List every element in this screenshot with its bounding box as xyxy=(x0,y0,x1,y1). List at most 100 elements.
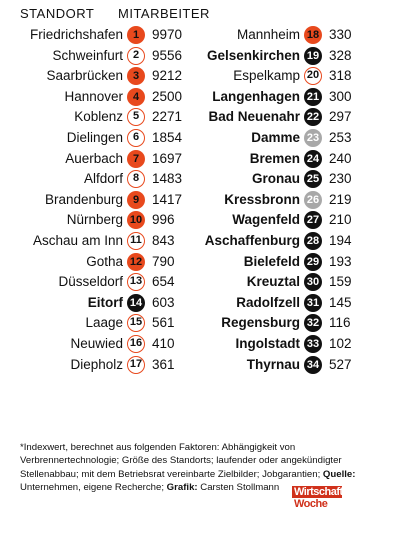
rank-badge: 6 xyxy=(127,129,145,147)
logo: Wirtschafts Woche xyxy=(292,486,349,510)
employee-count: 219 xyxy=(329,191,352,207)
employee-count: 194 xyxy=(329,233,352,248)
location-name: Dielingen xyxy=(66,130,123,145)
location-name: Diepholz xyxy=(70,356,123,372)
rank-badge: 3 xyxy=(127,67,145,86)
rank-badge: 11 xyxy=(127,232,145,250)
rank-badge: 17 xyxy=(127,355,145,374)
employee-count: 9212 xyxy=(152,68,183,84)
employee-count: 159 xyxy=(329,274,352,290)
employee-count: 1697 xyxy=(152,150,183,166)
employee-count: 561 xyxy=(152,315,175,331)
rank-badge: 25 xyxy=(304,170,322,189)
location-name: Thyrnau xyxy=(246,356,300,372)
location-name: Langenhagen xyxy=(212,88,300,104)
employee-count: 240 xyxy=(329,150,352,166)
location-name: Gronau xyxy=(251,171,300,187)
rank-badge: 24 xyxy=(304,149,322,168)
employee-count: 843 xyxy=(152,233,175,248)
location-name: Gotha xyxy=(86,253,123,269)
location-name: Espelkamp xyxy=(233,68,300,84)
location-name: Friedrichshafen xyxy=(29,27,123,42)
source: Unternehmen, eigene Recherche; xyxy=(20,482,164,494)
employee-count: 253 xyxy=(329,130,352,145)
location-name: Koblenz xyxy=(74,109,123,125)
employee-count: 603 xyxy=(152,294,175,310)
location-name: Mannheim xyxy=(236,27,300,42)
footnote: *Indexwert, berechnet aus folgenden Fakt… xyxy=(20,441,390,495)
rank-badge: 12 xyxy=(127,252,145,271)
rank-badge: 8 xyxy=(127,170,145,189)
location-name: Aschaffenburg xyxy=(204,233,300,248)
location-name: Regensburg xyxy=(221,315,300,331)
employee-count: 102 xyxy=(329,336,352,351)
employee-count: 1854 xyxy=(152,130,183,145)
location-name: Saarbrücken xyxy=(46,68,123,84)
logo-line: Woche xyxy=(294,498,328,510)
location-name: Brandenburg xyxy=(44,191,123,207)
employee-count: 527 xyxy=(329,356,352,372)
employee-count: 1483 xyxy=(152,171,183,187)
employee-count: 297 xyxy=(329,109,352,125)
location-name: Eitorf xyxy=(87,294,123,310)
location-name: Bad Neuenahr xyxy=(208,109,300,125)
location-name: Auerbach xyxy=(65,150,123,166)
logo-line: Wirtschafts xyxy=(292,486,349,498)
employee-count: 210 xyxy=(329,212,352,228)
rank-badge: 5 xyxy=(127,108,145,127)
employee-count: 193 xyxy=(329,253,352,269)
employee-count: 116 xyxy=(329,315,351,331)
employee-count: 300 xyxy=(329,88,352,104)
rank-badge: 30 xyxy=(304,273,322,292)
employee-count: 654 xyxy=(152,274,175,290)
rank-badge: 31 xyxy=(304,293,322,312)
rank-badge: 26 xyxy=(304,190,322,209)
rank-badge: 18 xyxy=(304,26,322,44)
column-header: MITARBEITER xyxy=(118,6,210,21)
location-name: Kressbronn xyxy=(224,191,300,207)
location-name: Damme xyxy=(251,130,300,145)
location-name: Kreuztal xyxy=(246,274,300,290)
rank-badge: 7 xyxy=(127,149,145,168)
rank-badge: 21 xyxy=(304,87,322,106)
location-name: Neuwied xyxy=(70,336,123,351)
location-name: Radolfzell xyxy=(236,294,300,310)
employee-count: 145 xyxy=(329,294,352,310)
employee-count: 328 xyxy=(329,47,352,63)
rank-badge: 4 xyxy=(127,87,145,106)
employee-count: 1417 xyxy=(152,191,183,207)
location-name: Bremen xyxy=(249,150,300,166)
rank-badge: 27 xyxy=(304,211,322,230)
location-name: Gelsenkirchen xyxy=(206,47,300,63)
rank-badge: 28 xyxy=(304,232,322,250)
location-name: Laage xyxy=(85,315,123,331)
location-name: Nürnberg xyxy=(66,212,123,228)
graphic-label: Grafik: xyxy=(166,482,198,494)
employee-count: 330 xyxy=(329,27,352,42)
location-name: Bielefeld xyxy=(243,253,300,269)
employee-count: 9556 xyxy=(152,47,183,63)
source-label: Quelle: xyxy=(322,468,356,480)
location-name: Wagenfeld xyxy=(232,212,300,228)
rank-badge: 14 xyxy=(127,293,145,312)
footnote-text: *Indexwert, berechnet aus folgenden Fakt… xyxy=(20,442,342,480)
graphic: Carsten Stollmann xyxy=(200,482,280,494)
employee-count: 2500 xyxy=(152,88,183,104)
location-name: Aschau am Inn xyxy=(32,233,123,248)
employee-count: 996 xyxy=(152,212,175,228)
rank-badge: 23 xyxy=(304,129,322,147)
rank-badge: 10 xyxy=(127,211,145,230)
rank-badge: 15 xyxy=(127,314,145,333)
rank-badge: 9 xyxy=(127,190,145,209)
employee-count: 790 xyxy=(152,253,175,269)
employee-count: 361 xyxy=(152,356,175,372)
employee-count: 410 xyxy=(152,336,175,351)
rank-badge: 22 xyxy=(304,108,322,127)
location-name: Alfdorf xyxy=(83,171,123,187)
location-name: Hannover xyxy=(64,88,123,104)
rank-badge: 34 xyxy=(304,355,322,374)
rank-badge: 20 xyxy=(304,67,322,86)
employee-count: 318 xyxy=(329,68,352,84)
column-header: STANDORT xyxy=(20,6,95,21)
